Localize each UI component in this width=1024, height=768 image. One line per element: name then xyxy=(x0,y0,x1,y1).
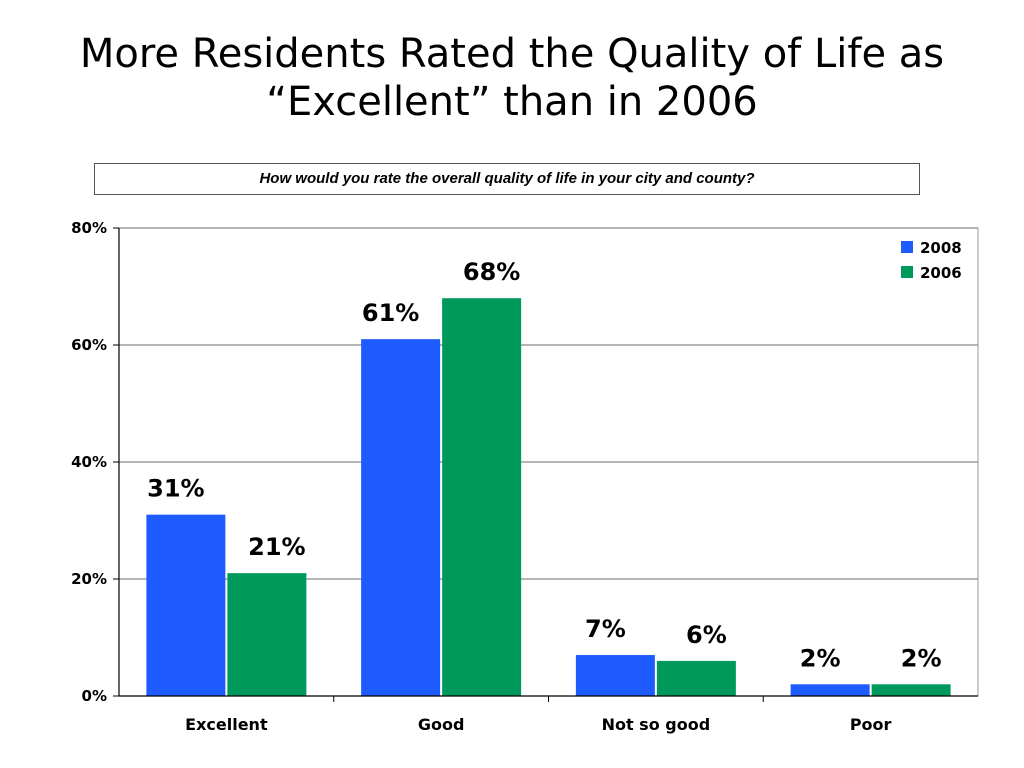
y-tick-label: 40% xyxy=(71,453,107,471)
y-tick-label: 0% xyxy=(82,687,107,705)
bars xyxy=(146,298,951,696)
bar-2008-excellent xyxy=(146,514,226,696)
data-label: 68% xyxy=(463,258,520,286)
legend-swatch-2008 xyxy=(901,241,913,253)
data-labels: 31% 21% 61% 68% 7% 6% 2% 2% xyxy=(147,258,941,672)
y-tick-label: 80% xyxy=(71,219,107,237)
data-label: 2% xyxy=(901,644,942,672)
bar-2008-not-so-good xyxy=(575,655,655,696)
legend-label: 2006 xyxy=(920,264,962,282)
legend-swatch-2006 xyxy=(901,266,913,278)
data-label: 31% xyxy=(147,475,204,503)
bar-2006-poor xyxy=(871,684,951,696)
data-label: 7% xyxy=(585,615,626,643)
x-category-label: Not so good xyxy=(602,715,711,734)
legend-label: 2008 xyxy=(920,239,962,257)
bar-2008-good xyxy=(361,339,441,696)
axes: 0% 20% 40% 60% 80% Excellent Good Not so good Po… xyxy=(71,219,978,734)
x-category-label: Excellent xyxy=(185,715,268,734)
y-tick-label: 20% xyxy=(71,570,107,588)
slide-title: More Residents Rated the Quality of Life… xyxy=(0,30,1024,126)
y-tick-label: 60% xyxy=(71,336,107,354)
bar-2006-excellent xyxy=(227,573,307,696)
bar-2006-not-so-good xyxy=(656,660,736,696)
data-label: 21% xyxy=(248,533,305,561)
legend: 2008 2006 xyxy=(901,239,962,282)
data-label: 2% xyxy=(800,644,841,672)
x-category-label: Good xyxy=(418,715,465,734)
slide-title-line-2: “Excellent” than in 2006 xyxy=(266,79,758,125)
bar-2008-poor xyxy=(790,684,870,696)
data-label: 6% xyxy=(686,621,727,649)
data-label: 61% xyxy=(362,299,419,327)
slide-title-line-1: More Residents Rated the Quality of Life… xyxy=(79,31,945,77)
survey-question: How would you rate the overall quality o… xyxy=(94,163,920,195)
bar-2006-good xyxy=(442,298,522,696)
x-category-label: Poor xyxy=(850,715,892,734)
